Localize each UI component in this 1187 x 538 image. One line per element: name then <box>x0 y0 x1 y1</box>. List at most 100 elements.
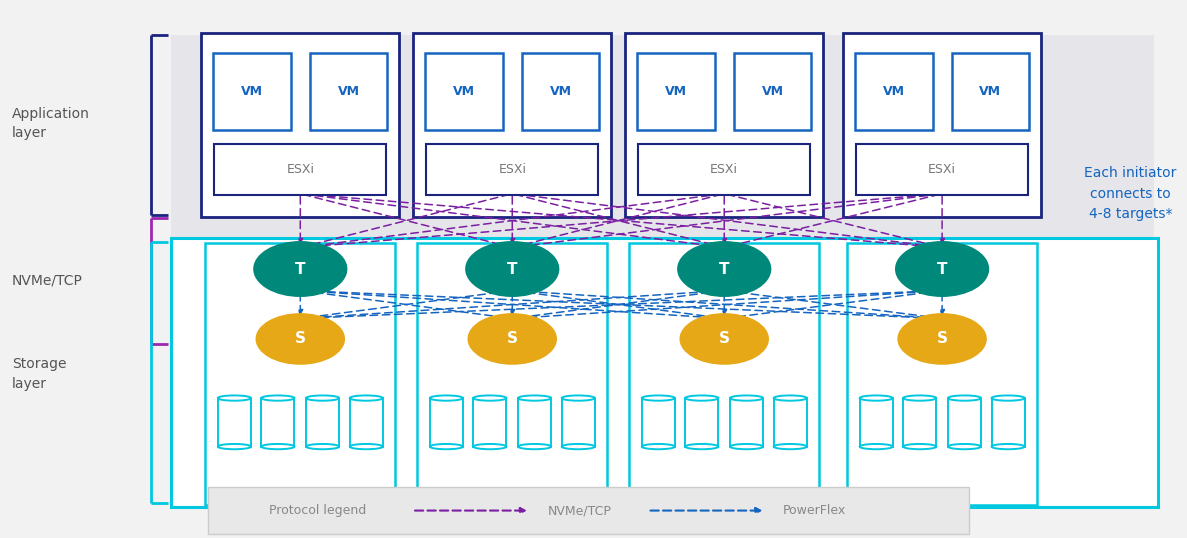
Ellipse shape <box>897 313 986 365</box>
FancyBboxPatch shape <box>637 53 715 130</box>
Ellipse shape <box>430 444 463 449</box>
Text: VM: VM <box>241 85 264 98</box>
Text: VM: VM <box>550 85 572 98</box>
Ellipse shape <box>903 444 937 449</box>
FancyBboxPatch shape <box>774 398 807 447</box>
Text: ESXi: ESXi <box>286 163 315 176</box>
Ellipse shape <box>519 395 551 401</box>
FancyBboxPatch shape <box>903 398 937 447</box>
Ellipse shape <box>859 444 893 449</box>
Ellipse shape <box>774 444 807 449</box>
Ellipse shape <box>261 395 294 401</box>
Text: VM: VM <box>979 85 1002 98</box>
FancyBboxPatch shape <box>474 398 507 447</box>
FancyBboxPatch shape <box>521 53 599 130</box>
Ellipse shape <box>350 395 382 401</box>
Ellipse shape <box>350 444 382 449</box>
Ellipse shape <box>561 395 595 401</box>
FancyBboxPatch shape <box>306 398 339 447</box>
Text: S: S <box>507 331 518 346</box>
Text: Application
layer: Application layer <box>12 107 90 140</box>
Text: Protocol legend: Protocol legend <box>269 504 367 517</box>
Ellipse shape <box>948 444 980 449</box>
FancyBboxPatch shape <box>685 398 718 447</box>
FancyBboxPatch shape <box>629 243 819 505</box>
FancyBboxPatch shape <box>639 144 811 195</box>
FancyBboxPatch shape <box>261 398 294 447</box>
Ellipse shape <box>642 444 674 449</box>
FancyBboxPatch shape <box>948 398 980 447</box>
FancyBboxPatch shape <box>855 53 933 130</box>
Ellipse shape <box>306 395 339 401</box>
Ellipse shape <box>255 313 345 365</box>
Ellipse shape <box>677 241 772 297</box>
FancyBboxPatch shape <box>215 144 386 195</box>
Ellipse shape <box>642 395 674 401</box>
Text: S: S <box>719 331 730 346</box>
Ellipse shape <box>679 313 769 365</box>
Ellipse shape <box>218 444 250 449</box>
FancyBboxPatch shape <box>430 398 463 447</box>
Text: ESXi: ESXi <box>928 163 956 176</box>
Text: S: S <box>937 331 947 346</box>
FancyBboxPatch shape <box>218 398 250 447</box>
FancyBboxPatch shape <box>642 398 674 447</box>
Ellipse shape <box>991 444 1024 449</box>
FancyBboxPatch shape <box>952 53 1029 130</box>
Text: ESXi: ESXi <box>499 163 526 176</box>
Ellipse shape <box>465 241 559 297</box>
Ellipse shape <box>474 444 507 449</box>
Ellipse shape <box>561 444 595 449</box>
Ellipse shape <box>253 241 348 297</box>
Text: NVMe/TCP: NVMe/TCP <box>12 274 83 288</box>
FancyBboxPatch shape <box>418 243 607 505</box>
Ellipse shape <box>948 395 980 401</box>
Ellipse shape <box>430 395 463 401</box>
Ellipse shape <box>474 395 507 401</box>
FancyBboxPatch shape <box>561 398 595 447</box>
Text: PowerFlex: PowerFlex <box>783 504 846 517</box>
FancyBboxPatch shape <box>214 53 291 130</box>
Text: VM: VM <box>762 85 783 98</box>
Text: VM: VM <box>337 85 360 98</box>
Ellipse shape <box>261 444 294 449</box>
FancyBboxPatch shape <box>730 398 763 447</box>
Ellipse shape <box>685 444 718 449</box>
Text: VM: VM <box>665 85 687 98</box>
FancyBboxPatch shape <box>991 398 1024 447</box>
FancyBboxPatch shape <box>843 33 1041 217</box>
Ellipse shape <box>730 444 763 449</box>
FancyBboxPatch shape <box>171 35 1154 344</box>
FancyBboxPatch shape <box>310 53 387 130</box>
FancyBboxPatch shape <box>426 144 598 195</box>
Text: T: T <box>719 261 730 277</box>
Text: T: T <box>937 261 947 277</box>
Text: Storage
layer: Storage layer <box>12 357 66 391</box>
Ellipse shape <box>895 241 989 297</box>
FancyBboxPatch shape <box>413 33 611 217</box>
Ellipse shape <box>468 313 557 365</box>
FancyBboxPatch shape <box>856 144 1028 195</box>
Ellipse shape <box>991 395 1024 401</box>
FancyBboxPatch shape <box>425 53 503 130</box>
FancyBboxPatch shape <box>734 53 812 130</box>
Ellipse shape <box>306 444 339 449</box>
Ellipse shape <box>218 395 250 401</box>
FancyBboxPatch shape <box>859 398 893 447</box>
FancyBboxPatch shape <box>848 243 1037 505</box>
Ellipse shape <box>903 395 937 401</box>
Text: Each initiator
connects to
4-8 targets*: Each initiator connects to 4-8 targets* <box>1084 166 1176 221</box>
Text: ESXi: ESXi <box>710 163 738 176</box>
Ellipse shape <box>519 444 551 449</box>
Text: NVMe/TCP: NVMe/TCP <box>547 504 611 517</box>
FancyBboxPatch shape <box>350 398 382 447</box>
FancyBboxPatch shape <box>171 238 1157 507</box>
Ellipse shape <box>685 395 718 401</box>
FancyBboxPatch shape <box>626 33 823 217</box>
FancyBboxPatch shape <box>209 487 969 534</box>
Text: VM: VM <box>453 85 475 98</box>
FancyBboxPatch shape <box>202 33 399 217</box>
Ellipse shape <box>859 395 893 401</box>
Text: T: T <box>296 261 305 277</box>
FancyBboxPatch shape <box>205 243 395 505</box>
